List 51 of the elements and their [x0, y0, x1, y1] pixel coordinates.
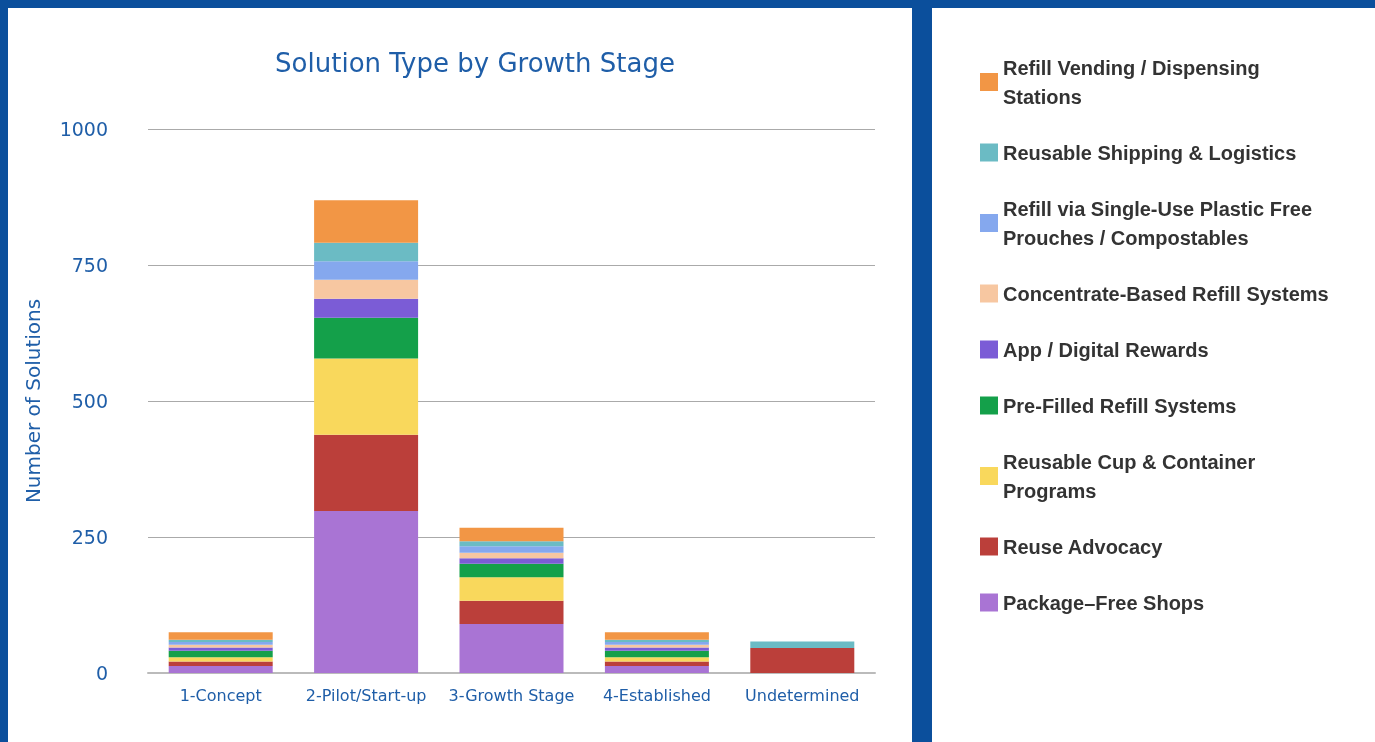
- legend-label: Package–Free Shops: [1003, 591, 1205, 614]
- y-tick-label: 250: [71, 526, 108, 548]
- x-tick-label: Undetermined: [745, 685, 860, 705]
- bar: [168, 657, 273, 662]
- bar: [459, 577, 564, 601]
- y-tick-label: 750: [71, 254, 108, 276]
- bar: [314, 510, 419, 673]
- bar: [314, 242, 419, 262]
- bar: [459, 624, 564, 673]
- bar: [314, 317, 419, 359]
- bar: [459, 600, 564, 625]
- bar: [314, 358, 419, 435]
- bar: [168, 665, 273, 673]
- y-tick-label: 500: [71, 390, 108, 412]
- bar: [168, 650, 273, 658]
- x-tick-label: 2-Pilot/Start-up: [305, 685, 427, 705]
- bar: [168, 632, 273, 640]
- legend-label: Reuse Advocacy: [1003, 535, 1164, 558]
- bar: [604, 650, 709, 658]
- bar: [459, 541, 564, 547]
- y-axis-title: Number of Solutions: [21, 298, 45, 504]
- legend-label: Reusable Cup & Container Programs: [1003, 450, 1261, 502]
- bar: [459, 558, 564, 564]
- bar: [459, 546, 564, 553]
- bar: [314, 261, 419, 280]
- bar: [604, 657, 709, 662]
- chart-title: Solution Type by Growth Stage: [275, 48, 675, 78]
- y-tick-label: 1000: [59, 118, 108, 140]
- bar: [314, 200, 419, 243]
- bar: [604, 632, 709, 640]
- bar: [314, 298, 419, 318]
- bar: [459, 563, 564, 578]
- x-tick-label: 3-Growth Stage: [448, 685, 575, 705]
- y-tick-label: 0: [95, 662, 108, 684]
- legend-label: Concentrate-Based Refill Systems: [1003, 282, 1329, 305]
- legend-label: Pre-Filled Refill Systems: [1003, 394, 1237, 417]
- x-tick-label: 4-Established: [602, 685, 711, 705]
- x-tick-label: 1-Concept: [179, 685, 262, 705]
- bar: [314, 279, 419, 299]
- bar: [750, 641, 855, 648]
- legend-label: Refill Vending / Dispensing Stations: [1003, 56, 1266, 108]
- bar: [314, 434, 419, 511]
- bar: [750, 647, 855, 673]
- bar: [459, 527, 564, 542]
- bar: [459, 552, 564, 559]
- bar: [604, 665, 709, 673]
- bar: [168, 661, 273, 666]
- legend-label: Refill via Single-Use Plastic Free Prouches / Compostables: [1003, 197, 1318, 249]
- bar: [604, 661, 709, 666]
- legend-label: App / Digital Rewards: [1003, 338, 1209, 361]
- legend-label: Reusable Shipping & Logistics: [1003, 141, 1297, 164]
